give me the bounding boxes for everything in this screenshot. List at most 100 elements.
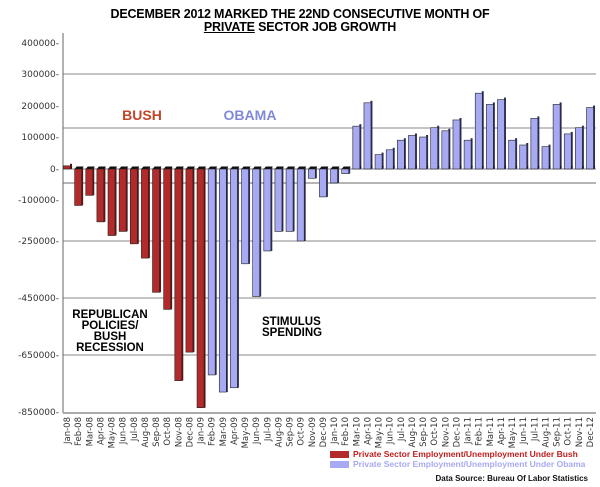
bar — [230, 166, 240, 389]
bar-top — [341, 166, 351, 169]
bar-Oct-11 — [563, 133, 572, 170]
x-tick-label: Nov-09 — [308, 417, 318, 447]
bar — [174, 166, 184, 381]
bar — [74, 166, 84, 206]
bar-side — [492, 102, 495, 169]
x-tick-label: Jun-10 — [386, 417, 396, 445]
bar-top — [241, 166, 251, 169]
legend-item-obama: Private Sector Employment/Unemployment U… — [330, 459, 585, 469]
x-tick-label: Dec-09 — [319, 417, 329, 447]
bar — [185, 166, 195, 353]
title-underlined-word: PRIVATE — [203, 20, 255, 34]
x-tick-label: Jan-08 — [63, 417, 73, 445]
recession-annotation-line: REPUBLICAN — [72, 309, 147, 321]
bar-side — [570, 131, 573, 169]
bar-Jan-08 — [63, 165, 71, 170]
bar-top — [130, 166, 140, 169]
bar-Sep-10 — [419, 136, 427, 170]
y-tick-label: -100000- — [18, 196, 59, 206]
x-tick-label: Oct-08 — [163, 417, 173, 446]
bar-Aug-11 — [541, 146, 550, 170]
y-tick-label: 200000- — [21, 102, 59, 112]
bar — [129, 166, 140, 245]
x-axis: Jan-08 Feb-08 Mar-08 Apr-08 May-08 Jun-08 Jul-… — [63, 417, 596, 448]
bar-top — [163, 166, 173, 169]
bar-Jun-09 — [252, 168, 260, 297]
bar-May-08 — [107, 168, 116, 236]
bar — [341, 166, 351, 174]
x-tick-label: Feb-10 — [341, 417, 351, 446]
bar-side — [481, 91, 484, 169]
x-tick-label: Jul-08 — [130, 417, 140, 442]
bar — [207, 166, 218, 376]
bar-side — [114, 167, 117, 236]
bar-top — [219, 166, 229, 169]
y-tick-label: -650000- — [18, 351, 59, 361]
bar-side — [103, 167, 106, 222]
bar-Oct-10 — [430, 127, 439, 170]
bar-side — [537, 116, 540, 169]
x-tick-label: Jan-11 — [464, 417, 474, 445]
x-tick-label: Mar-11 — [486, 417, 496, 446]
bar — [63, 163, 73, 170]
bar — [285, 166, 296, 232]
bar-Jun-10 — [385, 149, 394, 170]
bar-side — [459, 117, 462, 169]
bar-Mar-11 — [486, 104, 494, 170]
x-tick-label: Jan-09 — [197, 417, 207, 445]
bar-Jul-09 — [263, 168, 272, 252]
bar-side — [515, 138, 518, 169]
bar — [274, 166, 284, 232]
chart-title: DECEMBER 2012 MARKED THE 22ND CONSECUTIV… — [0, 8, 600, 34]
x-tick-label: Apr-09 — [230, 417, 240, 445]
bar-side — [136, 167, 139, 244]
bar-top — [230, 166, 240, 169]
bar — [385, 147, 396, 170]
annotations: BUSH OBAMAREPUBLICANPOLICIES/BUSHRECESSIO… — [72, 107, 322, 354]
bar-Nov-11 — [575, 127, 583, 170]
bar-side — [414, 133, 417, 169]
bar — [263, 166, 273, 252]
bar-side — [225, 167, 228, 393]
x-tick-label: Dec-08 — [185, 417, 195, 447]
bar-top — [319, 166, 329, 169]
x-tick-label: Sep-11 — [553, 417, 563, 447]
bar — [408, 133, 418, 170]
x-tick-label: Aug-08 — [141, 417, 151, 447]
x-tick-label: Dec-10 — [452, 417, 462, 447]
bush-label: BUSH — [122, 107, 162, 123]
bar-side — [437, 125, 440, 169]
x-tick-label: Sep-09 — [286, 417, 296, 447]
bar — [363, 100, 373, 170]
x-tick-label: Aug-09 — [274, 417, 284, 447]
bar — [552, 102, 563, 170]
bar-Dec-09 — [319, 168, 327, 198]
recession-annotation-line: POLICIES/ — [82, 320, 140, 332]
bar — [397, 138, 407, 170]
recession-annotation-line: RECESSION — [76, 342, 144, 354]
x-tick-label: May-08 — [108, 417, 118, 448]
x-tick-label: Aug-11 — [541, 417, 551, 447]
gridlines — [63, 73, 596, 356]
bar-Jan-10 — [330, 168, 338, 184]
bar-side — [593, 105, 595, 169]
x-tick-label: May-11 — [508, 417, 518, 448]
bar-side — [236, 167, 239, 388]
bar-side — [337, 167, 340, 183]
x-tick-label: Nov-10 — [441, 417, 451, 447]
bar-side — [259, 167, 262, 297]
bar — [519, 143, 529, 170]
x-tick-label: Oct-09 — [297, 417, 307, 446]
bar — [452, 117, 462, 170]
title-rest: SECTOR JOB GROWTH — [254, 20, 397, 34]
bar-side — [125, 167, 128, 232]
y-tick-label: -850000- — [18, 408, 59, 418]
bar-side — [526, 143, 529, 169]
bar-Jun-11 — [519, 144, 528, 170]
x-tick-label: Jun-11 — [519, 417, 529, 445]
x-tick-label: Apr-11 — [497, 417, 507, 445]
bar-side — [381, 152, 384, 169]
bar-top — [74, 166, 84, 169]
bar-side — [281, 167, 284, 232]
